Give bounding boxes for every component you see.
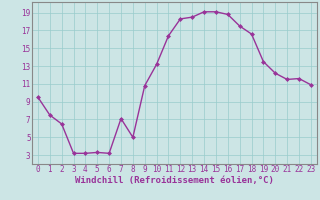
X-axis label: Windchill (Refroidissement éolien,°C): Windchill (Refroidissement éolien,°C) (75, 176, 274, 185)
